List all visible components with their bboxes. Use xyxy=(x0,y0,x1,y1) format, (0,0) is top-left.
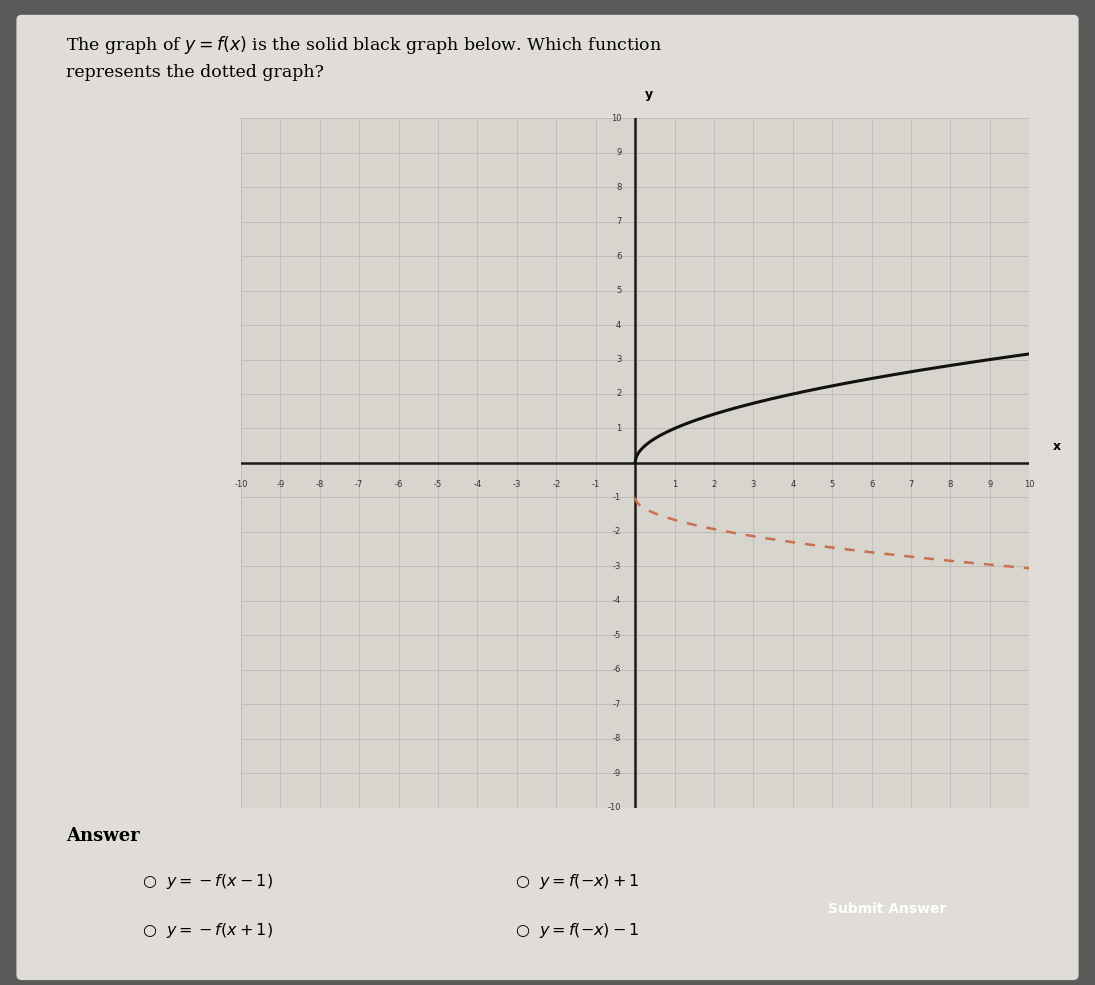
Text: -3: -3 xyxy=(512,481,521,490)
Text: 1: 1 xyxy=(672,481,677,490)
Text: -10: -10 xyxy=(608,803,621,813)
Text: 2: 2 xyxy=(616,389,621,399)
Text: -5: -5 xyxy=(613,630,621,640)
Text: -8: -8 xyxy=(613,734,621,744)
Text: 9: 9 xyxy=(616,148,621,158)
Text: -3: -3 xyxy=(613,561,621,571)
Text: -7: -7 xyxy=(613,699,621,709)
Text: -1: -1 xyxy=(613,492,621,502)
Text: -6: -6 xyxy=(394,481,403,490)
Text: $\bigcirc$  $y = -f(x-1)$: $\bigcirc$ $y = -f(x-1)$ xyxy=(142,872,274,890)
Text: 6: 6 xyxy=(615,251,621,261)
Text: 3: 3 xyxy=(615,355,621,364)
Text: 3: 3 xyxy=(751,481,756,490)
Text: 6: 6 xyxy=(869,481,874,490)
Text: y: y xyxy=(645,88,653,100)
Text: -1: -1 xyxy=(591,481,600,490)
Text: 8: 8 xyxy=(615,182,621,192)
Text: 1: 1 xyxy=(616,424,621,433)
Text: -9: -9 xyxy=(613,768,621,778)
Text: $\bigcirc$  $y = f(-x)+1$: $\bigcirc$ $y = f(-x)+1$ xyxy=(515,872,639,890)
Text: -2: -2 xyxy=(552,481,561,490)
Text: represents the dotted graph?: represents the dotted graph? xyxy=(66,64,324,81)
Text: 2: 2 xyxy=(712,481,716,490)
Text: -5: -5 xyxy=(434,481,442,490)
Text: 10: 10 xyxy=(611,113,621,123)
Text: 7: 7 xyxy=(615,217,621,227)
Text: -4: -4 xyxy=(473,481,482,490)
Text: Submit Answer: Submit Answer xyxy=(828,901,946,916)
Text: -4: -4 xyxy=(613,596,621,606)
Text: 10: 10 xyxy=(1024,481,1035,490)
Text: 8: 8 xyxy=(948,481,953,490)
Text: -10: -10 xyxy=(234,481,247,490)
Text: $\bigcirc$  $y = -f(x+1)$: $\bigcirc$ $y = -f(x+1)$ xyxy=(142,921,274,940)
Text: 5: 5 xyxy=(616,286,621,296)
Text: $\bigcirc$  $y = f(-x)-1$: $\bigcirc$ $y = f(-x)-1$ xyxy=(515,921,639,940)
Text: -8: -8 xyxy=(315,481,324,490)
Text: 9: 9 xyxy=(988,481,992,490)
Text: -2: -2 xyxy=(613,527,621,537)
Text: -7: -7 xyxy=(355,481,364,490)
Text: 4: 4 xyxy=(791,481,795,490)
Text: -6: -6 xyxy=(613,665,621,675)
Text: -9: -9 xyxy=(276,481,285,490)
Text: 7: 7 xyxy=(909,481,913,490)
Text: Answer: Answer xyxy=(66,827,139,845)
Text: 4: 4 xyxy=(616,320,621,330)
Text: The graph of $y = f(x)$ is the solid black graph below. Which function: The graph of $y = f(x)$ is the solid bla… xyxy=(66,34,661,56)
Text: x: x xyxy=(1052,439,1061,453)
Text: 5: 5 xyxy=(830,481,834,490)
